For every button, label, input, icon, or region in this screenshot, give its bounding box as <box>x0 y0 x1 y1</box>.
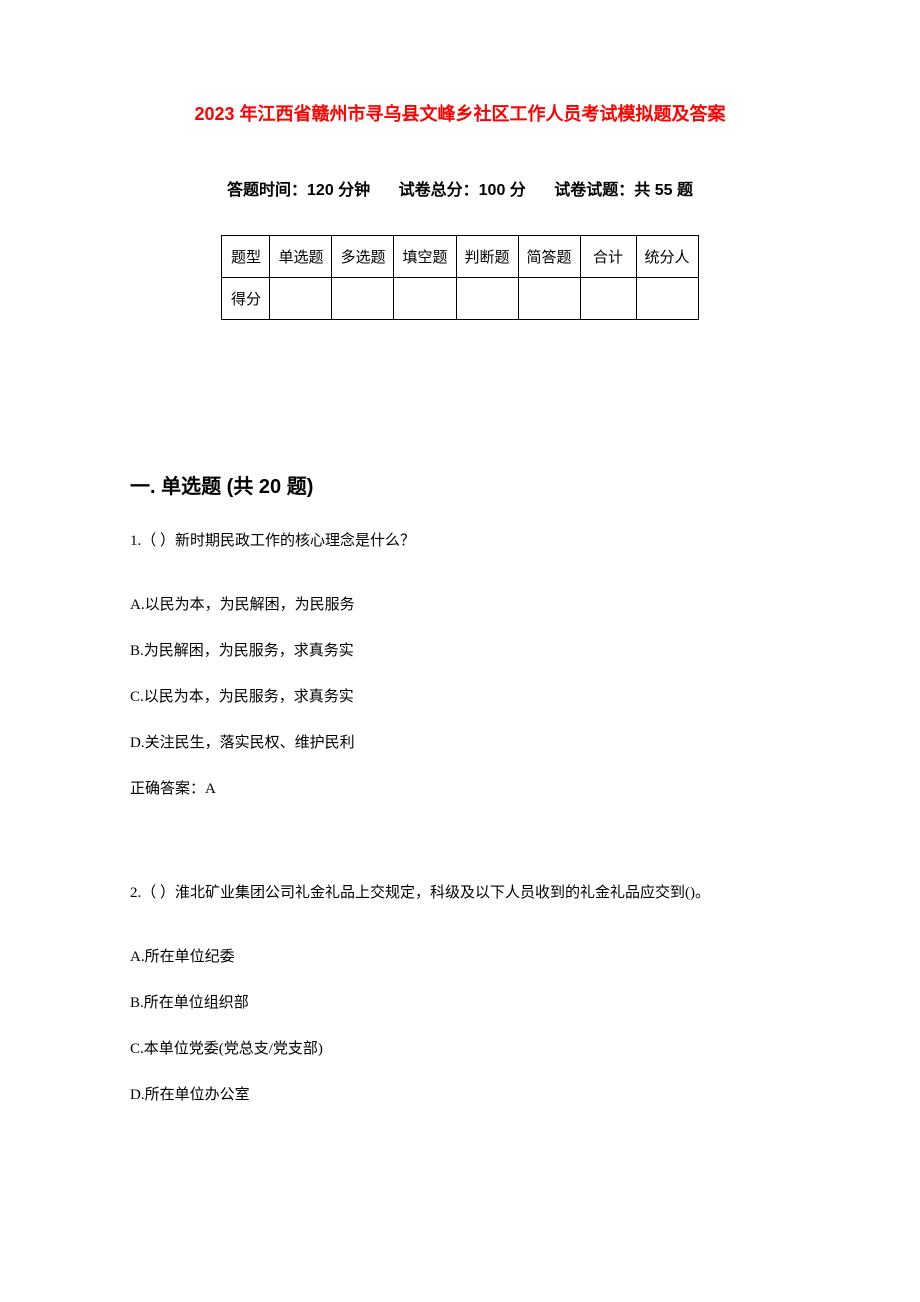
table-cell <box>456 278 518 320</box>
table-header-row: 题型 单选题 多选题 填空题 判断题 简答题 合计 统分人 <box>222 236 698 278</box>
question-1-option-a: A.以民为本，为民解困，为民服务 <box>130 593 790 617</box>
table-cell: 得分 <box>222 278 270 320</box>
exam-total-questions: 试卷试题：共 55 题 <box>554 182 693 199</box>
table-cell: 填空题 <box>394 236 456 278</box>
table-cell: 题型 <box>222 236 270 278</box>
table-score-row: 得分 <box>222 278 698 320</box>
question-2-option-c: C.本单位党委(党总支/党支部) <box>130 1037 790 1061</box>
exam-total-score: 试卷总分：100 分 <box>399 182 526 199</box>
table-cell: 合计 <box>580 236 636 278</box>
question-1-option-d: D.关注民生，落实民权、维护民利 <box>130 731 790 755</box>
score-table: 题型 单选题 多选题 填空题 判断题 简答题 合计 统分人 得分 <box>221 235 698 320</box>
section-1-heading: 一. 单选题 (共 20 题) <box>130 470 790 499</box>
table-cell: 判断题 <box>456 236 518 278</box>
question-2-option-a: A.所在单位纪委 <box>130 945 790 969</box>
exam-time: 答题时间：120 分钟 <box>227 182 370 199</box>
question-1-block: 1.（ ）新时期民政工作的核心理念是什么？ A.以民为本，为民解困，为民服务 B… <box>130 529 790 801</box>
table-cell <box>580 278 636 320</box>
question-2-option-b: B.所在单位组织部 <box>130 991 790 1015</box>
table-cell: 多选题 <box>332 236 394 278</box>
question-1-option-b: B.为民解困，为民服务，求真务实 <box>130 639 790 663</box>
table-cell <box>270 278 332 320</box>
table-cell <box>394 278 456 320</box>
question-2-stem: 2.（ ）淮北矿业集团公司礼金礼品上交规定，科级及以下人员收到的礼金礼品应交到(… <box>130 881 790 905</box>
question-1-answer: 正确答案：A <box>130 777 790 801</box>
table-cell: 单选题 <box>270 236 332 278</box>
question-1-stem: 1.（ ）新时期民政工作的核心理念是什么？ <box>130 529 790 553</box>
table-cell <box>332 278 394 320</box>
question-1-option-c: C.以民为本，为民服务，求真务实 <box>130 685 790 709</box>
question-2-option-d: D.所在单位办公室 <box>130 1083 790 1107</box>
table-cell <box>636 278 698 320</box>
table-cell: 统分人 <box>636 236 698 278</box>
document-title: 2023 年江西省赣州市寻乌县文峰乡社区工作人员考试模拟题及答案 <box>130 100 790 126</box>
exam-info: 答题时间：120 分钟 试卷总分：100 分 试卷试题：共 55 题 <box>130 176 790 200</box>
table-cell <box>518 278 580 320</box>
table-cell: 简答题 <box>518 236 580 278</box>
question-2-block: 2.（ ）淮北矿业集团公司礼金礼品上交规定，科级及以下人员收到的礼金礼品应交到(… <box>130 881 790 1107</box>
